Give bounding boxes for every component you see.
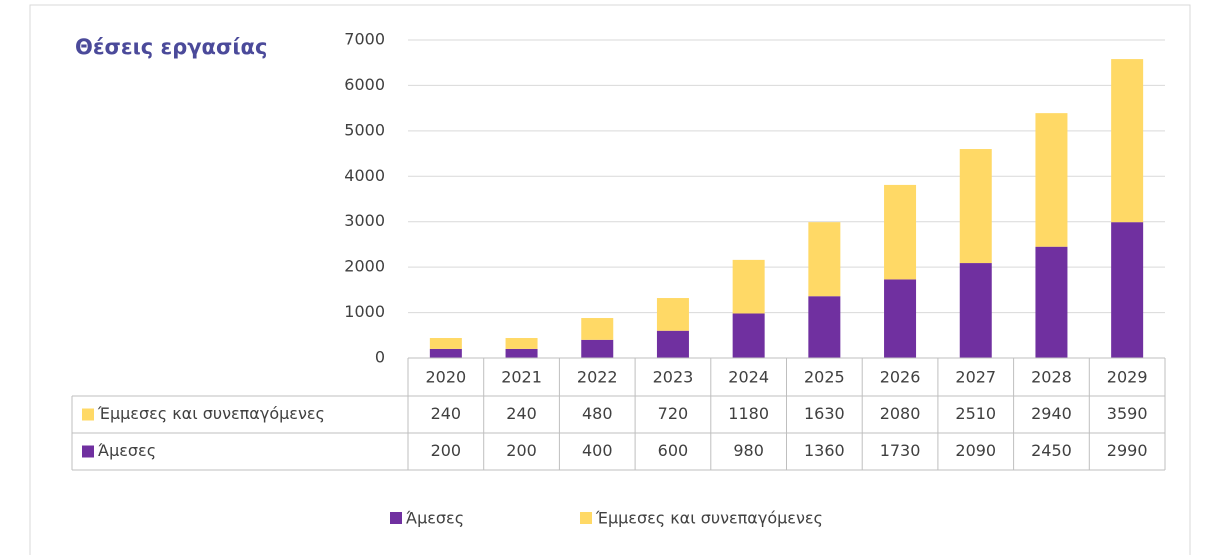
table-value: 2080 [880,404,921,423]
x-tick-label: 2024 [728,368,769,387]
y-tick-label: 1000 [344,302,385,321]
legend-key [390,512,402,524]
bar [1111,222,1144,358]
bar [959,263,992,358]
table-legend-key [82,408,94,421]
table-value: 2940 [1031,404,1072,423]
legend-label: Έμμεσες και συνεπαγόμενες [595,509,823,528]
table-value: 980 [733,441,764,460]
x-tick-label: 2028 [1031,368,1072,387]
bar [505,348,538,358]
bar [1111,59,1144,223]
table-value: 2450 [1031,441,1072,460]
table-value: 400 [582,441,613,460]
x-tick-label: 2027 [955,368,996,387]
table-row-label: Άμεσες [98,441,156,460]
bar [808,296,841,358]
table-value: 1360 [804,441,845,460]
table-value: 1630 [804,404,845,423]
bar [959,149,992,264]
y-tick-label: 7000 [344,30,385,49]
table-value: 3590 [1107,404,1148,423]
bar [808,222,841,297]
table-value: 2090 [955,441,996,460]
bar [884,279,917,358]
bar [656,298,689,331]
bar [884,184,917,280]
x-tick-label: 2021 [501,368,542,387]
x-tick-label: 2026 [880,368,921,387]
table-legend-key [82,445,94,458]
table-value: 200 [431,441,462,460]
y-tick-label: 0 [375,348,385,367]
y-tick-label: 3000 [344,211,385,230]
chart-border [29,4,1191,559]
chart-title: Θέσεις εργασίας [75,35,267,59]
table-value: 480 [582,404,613,423]
x-tick-label: 2022 [577,368,618,387]
x-tick-label: 2029 [1107,368,1148,387]
table-value: 2990 [1107,441,1148,460]
table-value: 240 [431,404,462,423]
bar [732,313,765,358]
legend-label: Άμεσες [406,509,464,528]
y-tick-label: 4000 [344,166,385,185]
bar [581,339,614,358]
legend-key [580,512,592,524]
bar [732,259,765,314]
table-value: 240 [506,404,537,423]
x-tick-label: 2020 [425,368,466,387]
table-value: 1180 [728,404,769,423]
bar [429,348,462,358]
x-tick-label: 2023 [653,368,694,387]
bar [429,338,462,349]
table-row-label: Έμμεσες και συνεπαγόμενες [97,404,325,423]
bar [581,318,614,340]
bar [1035,113,1068,247]
table-value: 1730 [880,441,921,460]
table-value: 600 [658,441,689,460]
table-value: 720 [658,404,689,423]
y-tick-label: 5000 [344,120,385,139]
table-value: 2510 [955,404,996,423]
bar [1035,246,1068,358]
y-tick-label: 2000 [344,257,385,276]
y-tick-label: 6000 [344,75,385,94]
table-value: 200 [506,441,537,460]
bar [656,330,689,358]
bar [505,338,538,349]
x-tick-label: 2025 [804,368,845,387]
